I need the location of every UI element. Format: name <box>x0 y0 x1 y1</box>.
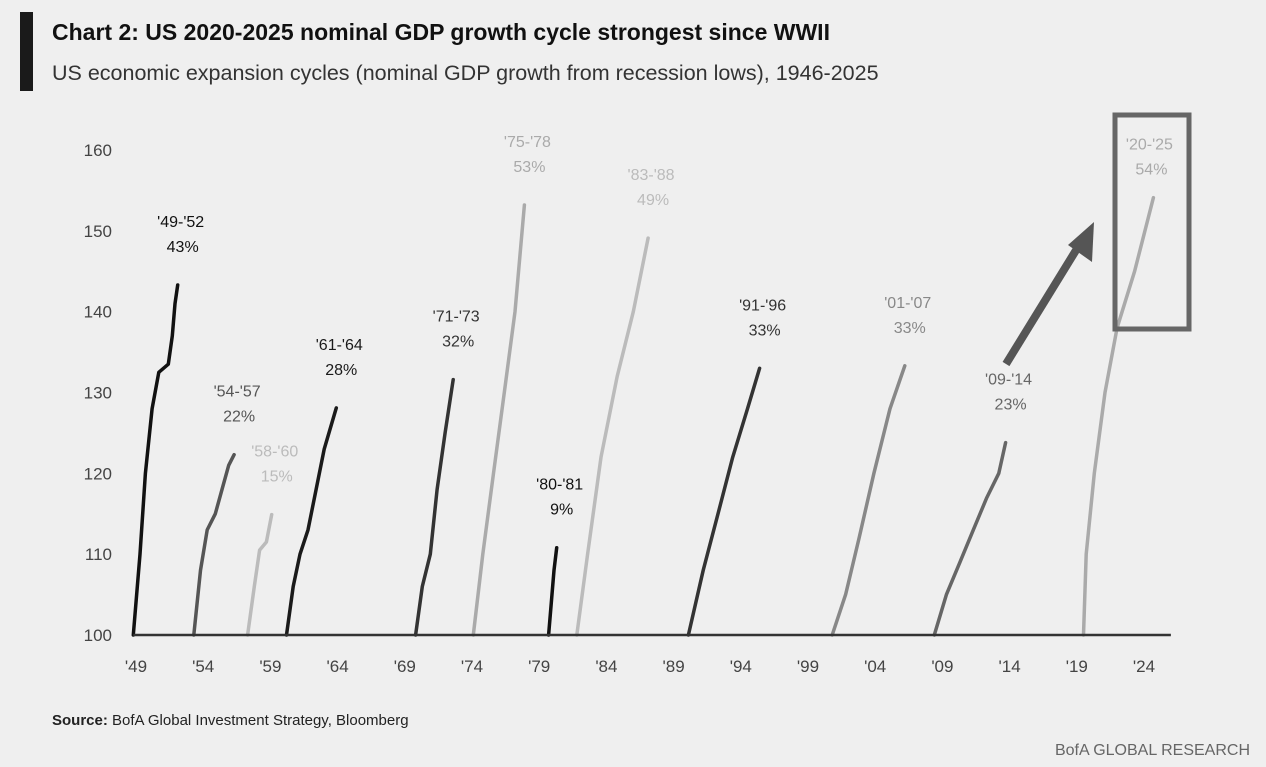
series-growth-label: 28% <box>325 362 357 379</box>
series-line <box>830 364 907 637</box>
series-period-label: '91-'96 <box>739 297 786 314</box>
series-period-label: '75-'78 <box>504 134 551 151</box>
series-line <box>245 512 274 637</box>
source-text: BofA Global Investment Strategy, Bloombe… <box>108 712 409 729</box>
x-tick-label: '14 <box>999 657 1021 676</box>
series-growth-label: 33% <box>749 322 781 339</box>
x-tick-label: '99 <box>797 657 819 676</box>
x-tick-label: '69 <box>394 657 416 676</box>
y-tick-label: 120 <box>84 464 112 483</box>
x-axis: '49 '54 '59 '64 '69 '74 '79 '84 '89 '94 '99 '04 '09 '… <box>125 657 1155 676</box>
series-growth-label: 22% <box>223 409 255 426</box>
series-line <box>932 440 1008 637</box>
annotations <box>1002 112 1192 367</box>
source-label: Source: <box>52 712 108 729</box>
series-period-label: '80-'81 <box>536 477 583 494</box>
y-tick-label: 140 <box>84 303 112 322</box>
y-tick-label: 100 <box>84 626 112 645</box>
x-tick-label: '04 <box>864 657 886 676</box>
series-period-label: '49-'52 <box>157 214 204 231</box>
series-period-label: '20-'25 <box>1126 137 1173 154</box>
series-growth-label: 49% <box>637 192 669 209</box>
x-tick-label: '84 <box>595 657 617 676</box>
series-labels: '49-'52 43% '54-'57 22% '58-'60 15% '61-'64 28%… <box>157 134 1173 519</box>
series-period-label: '83-'88 <box>628 167 675 184</box>
brand-footer: BofA GLOBAL RESEARCH <box>1055 742 1250 759</box>
chart-title: Chart 2: US 2020-2025 nominal GDP growth… <box>52 19 830 45</box>
series-period-label: '71-'73 <box>433 309 480 326</box>
series-growth-label: 33% <box>894 320 926 337</box>
x-tick-label: '54 <box>192 657 214 676</box>
arrow-shaft <box>1002 244 1082 367</box>
source-note: Source: BofA Global Investment Strategy,… <box>52 712 409 729</box>
x-tick-label: '74 <box>461 657 483 676</box>
y-tick-label: 130 <box>84 384 112 403</box>
x-tick-label: '49 <box>125 657 147 676</box>
series-period-label: '01-'07 <box>884 295 931 312</box>
series-line <box>284 406 339 637</box>
series-growth-label: 54% <box>1135 162 1167 179</box>
x-tick-label: '64 <box>327 657 349 676</box>
x-tick-label: '24 <box>1133 657 1155 676</box>
series-period-label: '58-'60 <box>251 444 298 461</box>
highlight-box <box>1112 112 1192 332</box>
y-tick-label: 160 <box>84 141 112 160</box>
x-tick-label: '09 <box>931 657 953 676</box>
series-line <box>686 366 762 637</box>
series-growth-label: 43% <box>167 239 199 256</box>
x-tick-label: '79 <box>528 657 550 676</box>
series-growth-label: 23% <box>995 397 1027 414</box>
series-line <box>471 203 527 637</box>
series-line <box>575 236 650 637</box>
series-growth-label: 53% <box>513 159 545 176</box>
y-tick-label: 110 <box>85 545 112 564</box>
chart-subtitle: US economic expansion cycles (nominal GD… <box>52 61 879 85</box>
series-growth-label: 15% <box>261 469 293 486</box>
x-tick-label: '94 <box>730 657 752 676</box>
series-group <box>131 195 1156 637</box>
series-period-label: '54-'57 <box>214 384 261 401</box>
series-growth-label: 9% <box>550 502 573 519</box>
y-tick-label: 150 <box>84 222 112 241</box>
series-period-label: '61-'64 <box>316 337 363 354</box>
series-line <box>1081 195 1156 637</box>
y-axis: 100 110 120 130 140 150 160 <box>84 141 112 645</box>
x-tick-label: '89 <box>663 657 685 676</box>
series-line <box>131 283 180 637</box>
x-tick-label: '59 <box>259 657 281 676</box>
series-line <box>413 377 455 637</box>
x-tick-label: '19 <box>1066 657 1088 676</box>
series-period-label: '09-'14 <box>985 372 1032 389</box>
series-line <box>192 452 236 637</box>
series-line <box>546 545 559 637</box>
arrow-head-icon <box>1068 222 1094 262</box>
series-growth-label: 32% <box>442 334 474 351</box>
title-accent-bar <box>20 12 33 91</box>
